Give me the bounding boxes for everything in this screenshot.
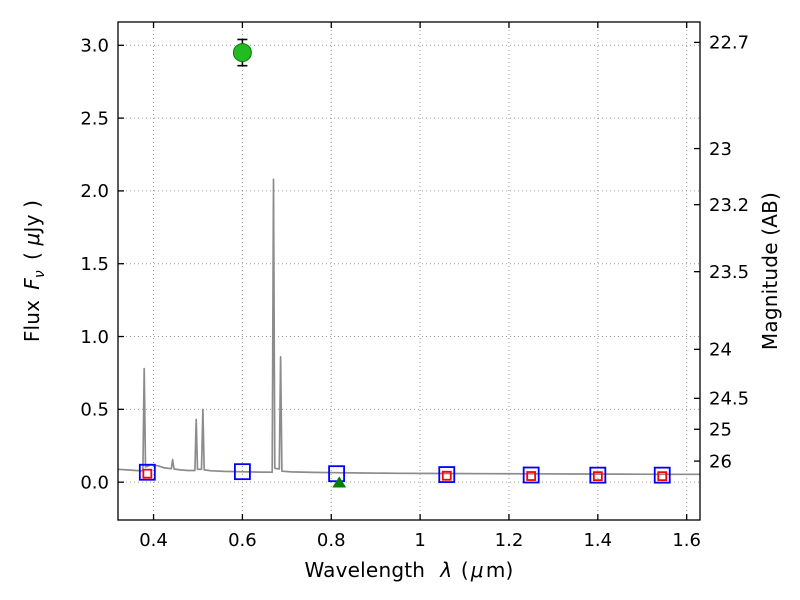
x-tick-label: 0.4 [139,530,168,551]
model-photometry-marker [522,466,540,484]
observed-photometry-marker [526,471,537,481]
observed-photometry-marker [657,471,668,482]
y-tick-label-right: 23 [709,139,732,160]
model-photometry-marker [233,463,251,481]
y-tick-label-left: 2.5 [80,108,109,129]
y-tick-label-right: 23.5 [709,262,749,283]
y-tick-label-left: 2.0 [80,181,109,202]
y-tick-label-left: 1.5 [80,254,109,275]
x-tick-label: 0.8 [317,530,346,551]
ylabel-nu-symbol: ν [32,270,48,279]
x-tick-label: 1.4 [583,530,612,551]
x-tick-label: 0.6 [228,530,257,551]
y-tick-label-right: 26 [709,451,732,472]
y-tick-label-left: 3.0 [80,36,109,57]
galaxy-spectrum [117,178,700,476]
observed-photometry-marker [441,470,452,481]
xlabel-mu-symbol: μ [470,558,484,582]
x-axis-title: Wavelength λ (μ m) [304,558,514,582]
y-tick-label-right: 24.5 [709,389,749,410]
y-tick-label-left: 1.0 [80,327,109,348]
model-photometry-marker [653,466,671,484]
ylabel-F-symbol: F [20,278,44,290]
y-tick-label-left: 0.5 [80,400,109,421]
model-photometry-marker [138,463,156,481]
observed-photometry-marker [142,468,153,479]
y-tick-label-left: 0.0 [80,472,109,493]
y-axis-title-right: Magnitude (AB) [758,191,782,351]
x-tick-label: 1 [414,530,425,551]
xlabel-word: Wavelength [304,558,426,582]
ylabel-mu-symbol: μ [20,232,44,246]
y-tick-label-right: 24 [709,340,732,361]
y-tick-label-right: 25 [709,420,732,441]
plot-border [117,21,701,521]
upper-limit-point-marker [332,476,347,488]
x-tick-label: 1.2 [495,530,524,551]
ylabel-word: Flux [20,299,44,343]
x-tick-label: 1.6 [672,530,701,551]
model-photometry-marker [438,466,456,483]
model-photometry-marker [589,466,607,484]
y-tick-label-right: 23.2 [709,195,749,216]
observed-photometry-marker [592,471,603,482]
detection-point-marker [232,43,252,63]
y-axis-title-left: FluxFν( μJy ) [20,199,48,343]
xlabel-lambda-symbol: λ [440,558,453,582]
y-tick-label-right: 22.7 [709,33,749,54]
